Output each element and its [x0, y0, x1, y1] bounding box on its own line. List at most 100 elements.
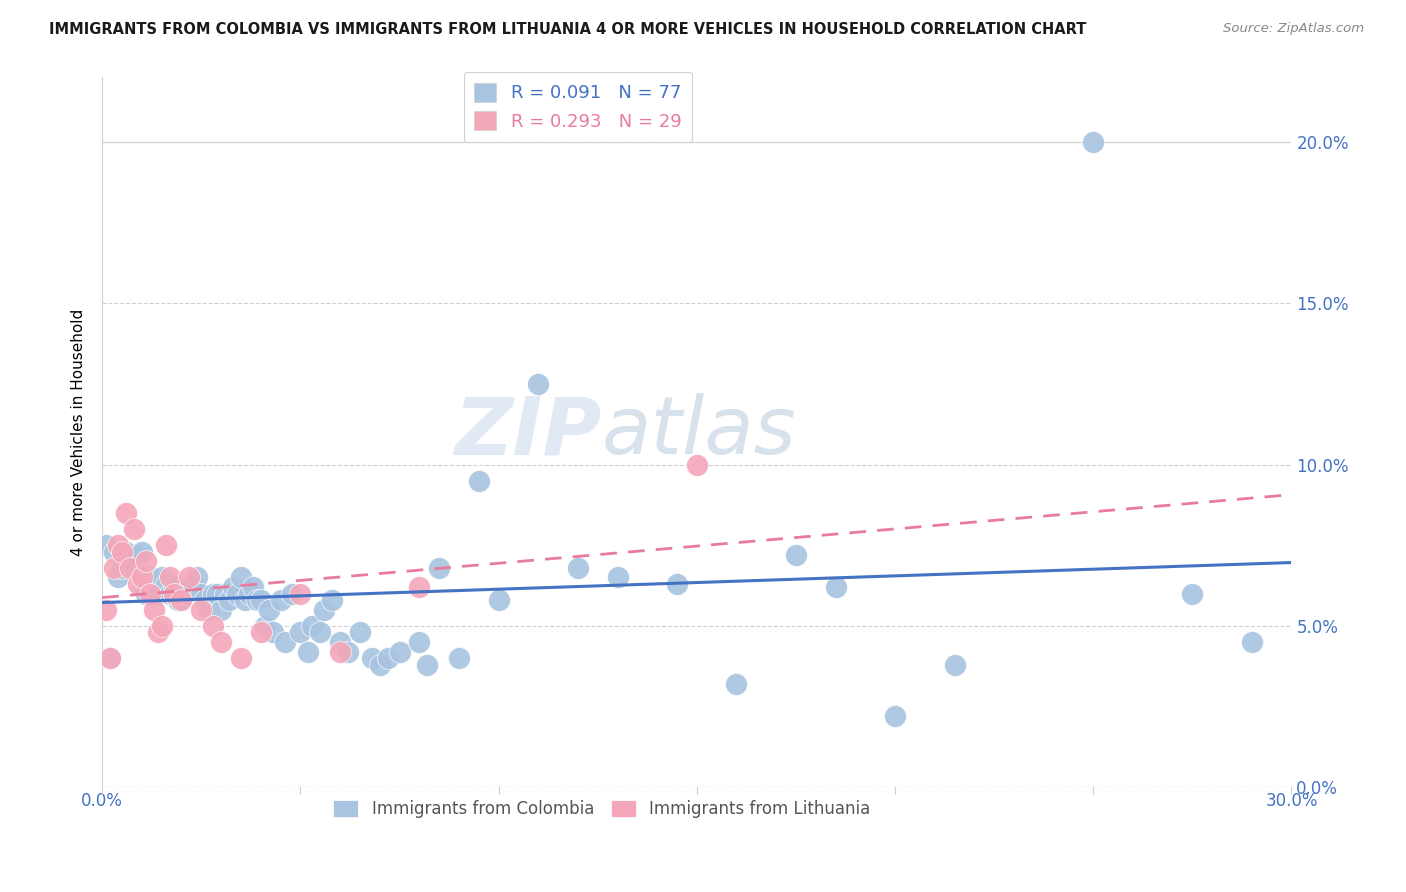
Point [150, 570, 173, 584]
Point [246, 593, 269, 607]
Point [146, 586, 169, 600]
Point [226, 586, 249, 600]
Point [218, 593, 240, 607]
Point [488, 593, 510, 607]
Point [162, 580, 184, 594]
Legend: Immigrants from Colombia, Immigrants from Lithuania: Immigrants from Colombia, Immigrants fro… [326, 794, 877, 825]
Point [103, 561, 125, 575]
Point [606, 570, 628, 584]
Y-axis label: 4 or more Vehicles in Household: 4 or more Vehicles in Household [72, 309, 86, 556]
Point [222, 580, 245, 594]
Text: IMMIGRANTS FROM COLOMBIA VS IMMIGRANTS FROM LITHUANIA 4 OR MORE VEHICLES IN HOUS: IMMIGRANTS FROM COLOMBIA VS IMMIGRANTS F… [49, 22, 1087, 37]
Point [253, 619, 276, 633]
Point [205, 586, 228, 600]
Point [111, 561, 134, 575]
Point [118, 561, 141, 575]
Point [447, 651, 470, 665]
Point [233, 593, 256, 607]
Point [107, 538, 129, 552]
Point [408, 580, 430, 594]
Point [190, 603, 212, 617]
Point [142, 603, 165, 617]
Point [229, 651, 252, 665]
Point [166, 593, 188, 607]
Text: atlas: atlas [602, 393, 796, 471]
Point [229, 570, 252, 584]
Point [96, 603, 118, 617]
Point [155, 577, 177, 591]
Point [179, 580, 201, 594]
Text: ZIP: ZIP [454, 393, 602, 471]
Point [170, 586, 193, 600]
Point [408, 635, 430, 649]
Point [725, 677, 748, 691]
Point [209, 603, 232, 617]
Point [257, 603, 280, 617]
Point [321, 593, 343, 607]
Point [416, 657, 439, 672]
Point [131, 570, 153, 584]
Point [170, 593, 193, 607]
Point [142, 577, 165, 591]
Point [107, 570, 129, 584]
Point [214, 586, 236, 600]
Point [249, 593, 271, 607]
Point [139, 570, 162, 584]
Point [329, 635, 352, 649]
Point [249, 625, 271, 640]
Point [349, 625, 371, 640]
Point [242, 580, 264, 594]
Point [290, 586, 312, 600]
Point [301, 619, 323, 633]
Point [135, 586, 157, 600]
Point [179, 570, 201, 584]
Point [150, 619, 173, 633]
Point [686, 458, 709, 472]
Point [337, 645, 360, 659]
Point [198, 603, 221, 617]
Text: Source: ZipAtlas.com: Source: ZipAtlas.com [1223, 22, 1364, 36]
Point [824, 580, 846, 594]
Point [314, 603, 336, 617]
Point [139, 586, 162, 600]
Point [118, 554, 141, 568]
Point [115, 506, 138, 520]
Point [360, 651, 382, 665]
Point [297, 645, 319, 659]
Point [377, 651, 399, 665]
Point [270, 593, 292, 607]
Point [202, 586, 225, 600]
Point [238, 586, 260, 600]
Point [884, 709, 907, 723]
Point [155, 538, 177, 552]
Point [1240, 635, 1263, 649]
Point [98, 651, 121, 665]
Point [943, 657, 966, 672]
Point [368, 657, 391, 672]
Point [174, 586, 197, 600]
Point [127, 548, 149, 562]
Point [209, 635, 232, 649]
Point [98, 651, 121, 665]
Point [135, 554, 157, 568]
Point [527, 376, 550, 391]
Point [194, 593, 217, 607]
Point [111, 544, 134, 558]
Point [183, 577, 205, 591]
Point [1181, 586, 1204, 600]
Point [273, 635, 295, 649]
Point [309, 625, 332, 640]
Point [115, 544, 138, 558]
Point [162, 586, 184, 600]
Point [666, 577, 689, 591]
Point [122, 522, 145, 536]
Point [202, 619, 225, 633]
Point [159, 586, 181, 600]
Point [146, 625, 169, 640]
Point [388, 645, 411, 659]
Point [96, 538, 118, 552]
Point [567, 561, 589, 575]
Point [281, 586, 304, 600]
Point [131, 544, 153, 558]
Point [103, 544, 125, 558]
